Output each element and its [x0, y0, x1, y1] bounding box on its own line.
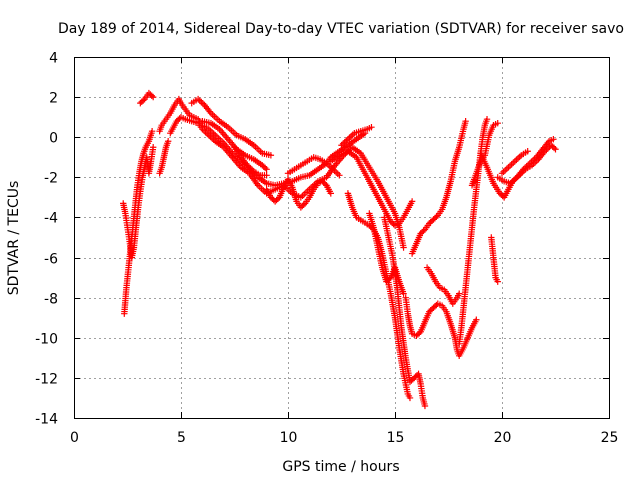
data-point-marker	[514, 155, 522, 162]
data-point-marker	[433, 213, 440, 220]
data-point-marker	[552, 146, 559, 153]
data-point-marker	[416, 329, 423, 337]
data-marks	[120, 89, 559, 410]
data-point-marker	[368, 123, 375, 131]
data-point-marker	[524, 148, 531, 155]
x-tick-label: 5	[177, 430, 186, 446]
y-tick-label: -4	[44, 211, 58, 227]
data-point-marker	[483, 115, 491, 123]
data-point-marker	[210, 130, 217, 137]
axis-ticks: 0 5 10 15 20 25 -14 -12 -10 -8 -6 -4 -2 0 2 4	[35, 51, 618, 447]
data-point-marker	[456, 290, 463, 297]
data-point-marker	[207, 127, 214, 134]
y-axis-label: SDTVAR / TECUs	[6, 181, 22, 296]
data-point-marker	[199, 100, 207, 107]
data-point-marker	[267, 152, 275, 159]
data-point-marker	[508, 161, 515, 168]
data-point-marker	[408, 198, 416, 205]
data-point-marker	[164, 138, 172, 145]
data-point-marker	[462, 117, 469, 125]
data-point-marker	[139, 97, 147, 104]
data-point-marker	[516, 153, 523, 160]
x-tick-label: 0	[70, 430, 79, 446]
y-tick-label: -8	[44, 292, 58, 308]
y-tick-label: -6	[44, 252, 58, 268]
data-point-marker	[204, 130, 211, 137]
data-point-marker	[261, 164, 269, 172]
data-point-marker	[406, 394, 414, 402]
data-point-marker	[300, 201, 307, 208]
data-point-marker	[148, 128, 156, 135]
data-point-marker	[494, 119, 501, 127]
data-point-marker	[550, 144, 558, 152]
data-point-marker	[494, 278, 501, 285]
data-point-marker	[500, 168, 507, 176]
data-point-marker	[208, 135, 216, 142]
data-point-marker	[510, 159, 517, 166]
x-tick-label: 10	[280, 430, 298, 446]
data-point-marker	[334, 170, 341, 178]
x-tick-label: 15	[387, 430, 405, 446]
data-point-marker	[421, 402, 429, 410]
data-point-marker	[149, 93, 157, 101]
data-point-marker	[205, 132, 213, 139]
data-point-marker	[321, 180, 329, 188]
data-point-marker	[263, 166, 270, 173]
data-point-marker	[473, 316, 480, 323]
data-point-marker	[505, 164, 512, 171]
x-axis-label: GPS time / hours	[282, 459, 399, 475]
data-point-marker	[386, 275, 393, 283]
data-point-marker	[511, 158, 519, 165]
y-tick-label: -2	[44, 171, 58, 187]
data-point-marker	[400, 244, 407, 251]
grid	[74, 57, 609, 418]
data-point-marker	[196, 97, 203, 104]
data-point-marker	[513, 156, 520, 163]
data-point-marker	[327, 190, 334, 197]
y-tick-label: -14	[35, 412, 58, 428]
plot-frame	[74, 57, 610, 419]
data-point-marker	[274, 195, 282, 202]
y-tick-label: 4	[49, 51, 58, 67]
y-tick-label: 0	[49, 131, 58, 147]
data-point-marker	[149, 144, 157, 151]
y-tick-label: 2	[49, 91, 58, 107]
data-point-marker	[202, 129, 209, 136]
data-point-marker	[336, 172, 343, 179]
data-point-marker	[263, 172, 270, 179]
data-point-marker	[208, 129, 216, 136]
data-point-marker	[503, 165, 511, 173]
data-point-marker	[400, 290, 407, 297]
y-tick-label: -10	[35, 332, 58, 348]
data-point-marker	[506, 162, 514, 170]
chart-title: Day 189 of 2014, Sidereal Day-to-day VTE…	[58, 21, 624, 37]
y-tick-label: -12	[35, 372, 58, 388]
x-tick-label: 25	[601, 430, 619, 446]
data-point-marker	[550, 136, 557, 143]
data-point-marker	[207, 133, 214, 140]
data-point-marker	[148, 92, 155, 99]
x-tick-label: 20	[494, 430, 512, 446]
data-point-marker	[420, 227, 427, 235]
